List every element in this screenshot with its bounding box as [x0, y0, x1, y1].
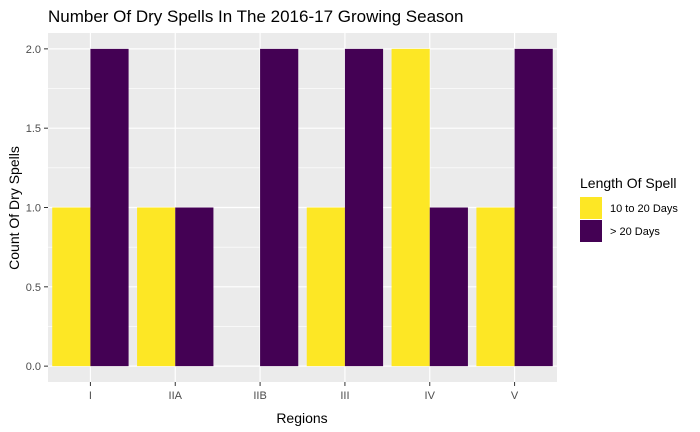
bar: [306, 207, 345, 367]
x-tick-label: III: [340, 390, 349, 402]
y-axis: 0.0 0.5 1.0 1.5 2.0: [26, 44, 48, 373]
bar: [90, 48, 129, 367]
y-tick-label: 1.0: [26, 203, 41, 215]
bar: [137, 207, 176, 367]
bar: [391, 48, 430, 367]
legend-title: Length Of Spell: [580, 175, 677, 191]
bar: [52, 207, 91, 367]
bar: [476, 207, 515, 367]
chart-title: Number Of Dry Spells In The 2016-17 Grow…: [48, 7, 463, 26]
bar: [175, 207, 214, 367]
legend-label: 10 to 20 Days: [610, 203, 678, 215]
x-tick-label: V: [511, 390, 519, 402]
legend-label: > 20 Days: [610, 226, 660, 238]
y-axis-title: Count Of Dry Spells: [6, 146, 22, 270]
legend-key: [580, 220, 602, 242]
y-tick-label: 0.0: [26, 361, 41, 373]
y-tick-label: 2.0: [26, 44, 41, 56]
x-axis: I IIA IIB III IV V: [89, 382, 519, 402]
x-axis-title: Regions: [276, 410, 327, 426]
x-tick-label: IIA: [169, 390, 183, 402]
legend: Length Of Spell 10 to 20 Days > 20 Days: [580, 175, 678, 242]
bar: [344, 48, 384, 367]
y-tick-label: 1.5: [26, 123, 41, 135]
bar: [514, 48, 553, 367]
x-tick-label: IIB: [253, 390, 266, 402]
legend-key: [580, 197, 602, 219]
bar: [260, 48, 299, 367]
x-tick-label: I: [89, 390, 92, 402]
bar: [429, 207, 468, 367]
y-tick-label: 0.5: [26, 282, 41, 294]
x-tick-label: IV: [425, 390, 436, 402]
bars-group: [52, 48, 553, 367]
